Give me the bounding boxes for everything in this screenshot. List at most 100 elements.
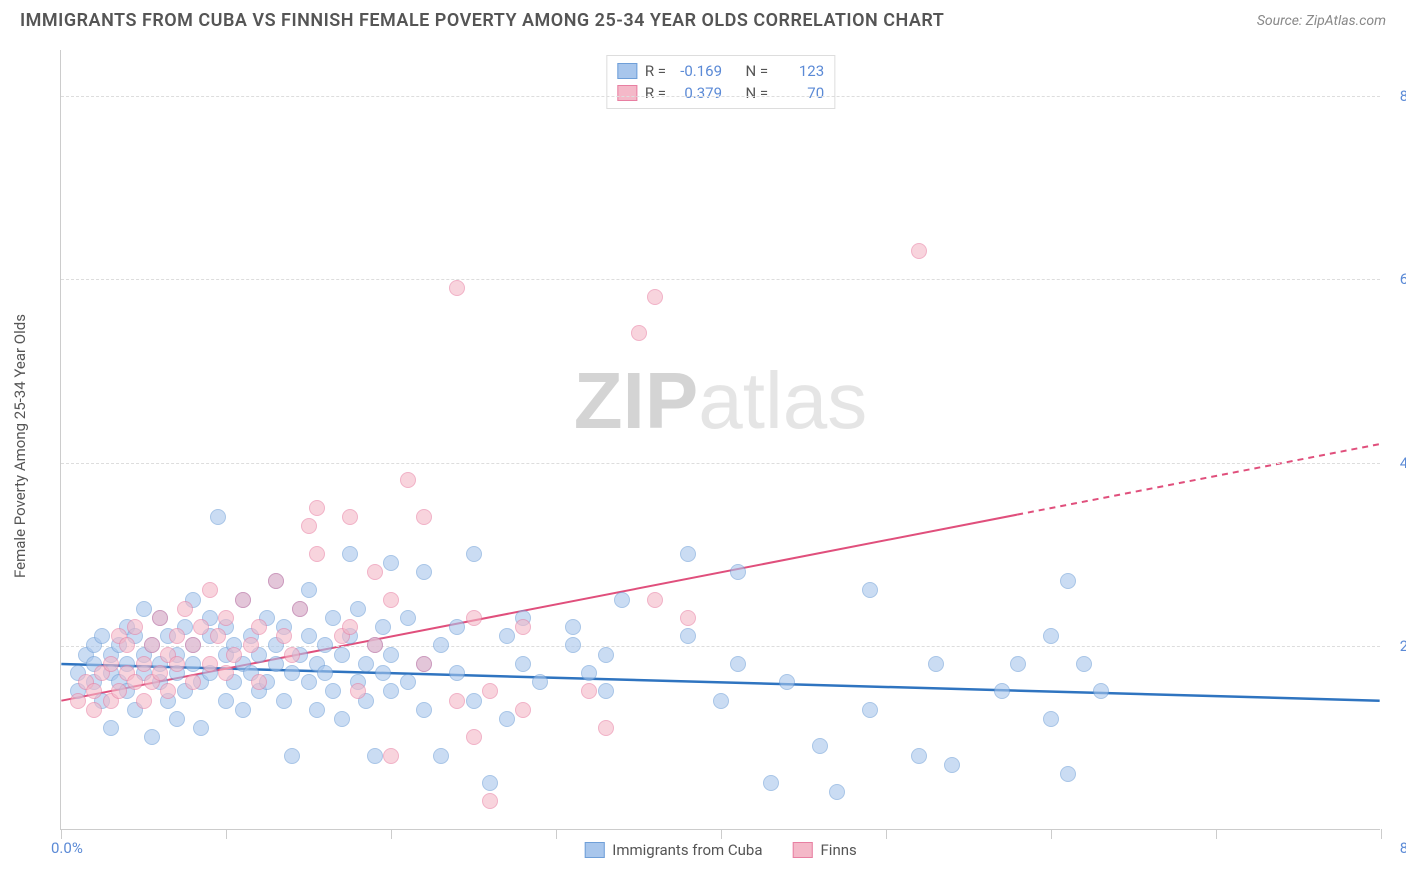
data-point [1093,683,1109,699]
data-point [911,243,927,259]
data-point [482,683,498,699]
legend-label: Finns [821,841,857,859]
data-point [284,647,300,663]
legend-swatch [617,63,637,79]
data-point [169,628,185,644]
data-point [680,610,696,626]
data-point [416,564,432,580]
data-point [1010,656,1026,672]
legend-swatch [793,842,813,858]
data-point [383,748,399,764]
data-point [416,702,432,718]
stats-r-value: -0.169 [674,62,722,80]
series-legend: Immigrants from CubaFinns [584,841,857,859]
data-point [862,582,878,598]
stats-r-label: R = [645,62,666,80]
data-point [515,702,531,718]
data-point [730,564,746,580]
data-point [152,610,168,626]
data-point [86,683,102,699]
legend-swatch [584,842,604,858]
data-point [177,601,193,617]
y-tick-label: 80.0% [1400,87,1406,105]
data-point [276,628,292,644]
data-point [515,656,531,672]
watermark: ZIPatlas [574,355,867,447]
data-point [301,674,317,690]
chart-plot-area: ZIPatlas R =-0.169 N =123R =0.379 N =70 … [60,50,1380,830]
data-point [160,683,176,699]
data-point [325,610,341,626]
data-point [169,656,185,672]
data-point [1060,573,1076,589]
data-point [383,592,399,608]
data-point [127,674,143,690]
data-point [565,637,581,653]
data-point [136,656,152,672]
data-point [86,702,102,718]
data-point [251,674,267,690]
data-point [1043,628,1059,644]
data-point [367,748,383,764]
data-point [144,637,160,653]
data-point [598,647,614,663]
stats-n-label: N = [746,84,769,102]
data-point [730,656,746,672]
legend-swatch [617,85,637,101]
data-point [449,280,465,296]
data-point [94,628,110,644]
data-point [994,683,1010,699]
data-point [136,693,152,709]
data-point [301,628,317,644]
data-point [400,674,416,690]
x-tick [1051,829,1052,839]
data-point [911,748,927,764]
data-point [367,564,383,580]
data-point [449,619,465,635]
data-point [1076,656,1092,672]
x-tick [226,829,227,839]
data-point [317,637,333,653]
data-point [292,601,308,617]
data-point [185,637,201,653]
data-point [136,601,152,617]
data-point [433,637,449,653]
data-point [251,619,267,635]
data-point [680,628,696,644]
data-point [375,665,391,681]
data-point [367,637,383,653]
data-point [581,665,597,681]
data-point [400,472,416,488]
data-point [284,748,300,764]
data-point [276,693,292,709]
data-point [226,647,242,663]
data-point [210,509,226,525]
y-tick-label: 60.0% [1400,270,1406,288]
data-point [193,720,209,736]
data-point [680,546,696,562]
data-point [243,637,259,653]
data-point [210,628,226,644]
y-tick-label: 40.0% [1400,454,1406,472]
data-point [111,683,127,699]
gridline [61,463,1380,464]
x-tick [61,829,62,839]
data-point [383,555,399,571]
data-point [1060,766,1076,782]
data-point [202,582,218,598]
data-point [532,674,548,690]
x-tick [556,829,557,839]
data-point [358,656,374,672]
data-point [268,656,284,672]
data-point [375,619,391,635]
data-point [185,656,201,672]
trend-lines-layer [61,50,1380,829]
data-point [218,665,234,681]
data-point [268,573,284,589]
y-tick-label: 20.0% [1400,637,1406,655]
data-point [325,683,341,699]
data-point [342,619,358,635]
data-point [235,592,251,608]
data-point [812,738,828,754]
x-tick-label: 0.0% [51,839,83,857]
